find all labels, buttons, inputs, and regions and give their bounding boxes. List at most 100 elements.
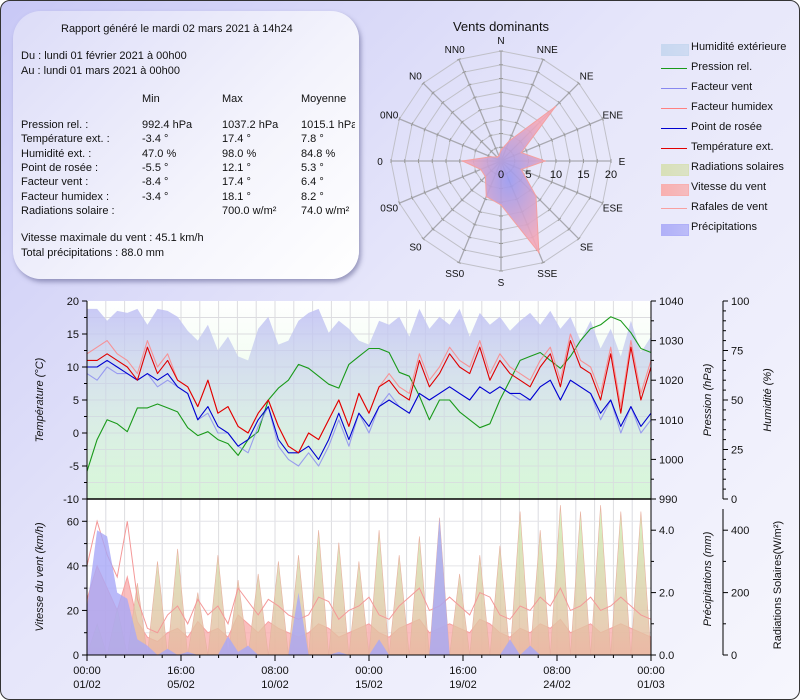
max-wind: Vitesse maximale du vent : 45.1 km/h [21, 232, 204, 244]
wind-rose-chart: Vents dominants N NNE NE ENE E ESE SE SSE S SS0 S0 0… [377, 19, 625, 289]
humidity-tick-label: 25 [731, 445, 743, 457]
rose-tick [601, 116, 604, 121]
rain-tick-label: 0.0 [659, 650, 674, 662]
row-avg: 84.8 % [301, 147, 336, 160]
rose-tick [474, 169, 477, 174]
rain-tick-label: 2.0 [659, 588, 674, 600]
temperature-tick-label: 15 [67, 329, 79, 341]
rose-direction-label: ENE [603, 111, 624, 122]
wind-axis-title: Vitesse du vent (km/h) [34, 522, 46, 632]
wind-tick-label: 40 [67, 561, 79, 573]
legend-swatch [661, 224, 689, 236]
row-avg: 74.0 w/m² [301, 204, 350, 217]
rose-tick [538, 198, 542, 202]
rose-point [484, 175, 487, 178]
x-tick-time: 00:00 [637, 665, 665, 677]
rose-tick [398, 116, 401, 121]
row-max: 700.0 w/m² [222, 204, 277, 217]
legend-line [661, 148, 687, 149]
rose-point [461, 160, 464, 162]
rose-tick [488, 134, 493, 137]
rose-tick [462, 248, 467, 252]
rose-tick [436, 132, 439, 137]
rose-tick [493, 147, 498, 150]
summary-panel: Rapport généré le mardi 02 mars 2021 à 1… [13, 11, 359, 279]
rose-tick [398, 201, 401, 206]
x-tick-date: 05/02 [167, 679, 195, 691]
temperature-tick-label: -5 [69, 461, 79, 473]
rose-tick [509, 134, 514, 137]
rose-direction-label: ESE [603, 203, 623, 214]
rose-point [544, 160, 546, 162]
rose-direction-label: 0S0 [380, 203, 398, 214]
row-label: Point de rosée : [21, 161, 99, 174]
weather-chart: 20151050-5-10104010301020101010009901007… [34, 296, 784, 691]
rose-tick [535, 70, 540, 74]
rose-tick [472, 96, 477, 99]
wind-gust-line [86, 519, 652, 634]
legend-swatch [661, 44, 689, 56]
rose-tick [525, 148, 528, 153]
period-to: Au : lundi 01 mars 2021 à 00h00 [21, 65, 181, 77]
rose-tick [436, 185, 439, 190]
rose-point [490, 155, 492, 158]
rose-tick [479, 139, 484, 144]
rose-point [538, 251, 540, 254]
column-max: Max [222, 93, 243, 105]
solar-radiation-area [86, 505, 652, 657]
rose-tick [550, 180, 554, 185]
rose-r-tick: 15 [577, 169, 589, 181]
x-tick-time: 08:00 [543, 665, 571, 677]
row-label: Radiations solaire : [21, 204, 115, 217]
legend-label: Humidité extérieure [691, 41, 787, 53]
rose-tick [448, 137, 452, 142]
rose-tick [575, 190, 579, 195]
total-rain: Total précipitations : 88.0 mm [21, 247, 165, 259]
rose-tick [563, 185, 566, 190]
legend-label: Précipitations [691, 221, 758, 233]
rose-tick [557, 217, 562, 222]
pressure-tick-label: 1020 [659, 375, 683, 387]
rose-tick [550, 137, 554, 142]
rose-r-tick: 10 [550, 169, 562, 181]
rose-direction-label: NE [580, 71, 594, 82]
row-avg: 1015.1 hPa [301, 119, 355, 131]
rose-tick [514, 121, 519, 125]
column-min: Min [142, 93, 160, 105]
rose-direction-label: 0N0 [380, 111, 399, 122]
rose-point [500, 204, 502, 206]
rain-axis-title: Précipitations (mm) [702, 531, 714, 626]
x-tick-date: 19/02 [449, 679, 477, 691]
legend-line [661, 128, 687, 129]
row-min: 47.0 % [142, 147, 177, 160]
rose-tick [448, 180, 452, 185]
rose-point [479, 168, 482, 171]
legend-label: Pression rel. [691, 61, 753, 73]
rose-point [496, 156, 498, 158]
rose-tick [456, 58, 461, 61]
rose-tick [520, 108, 525, 112]
x-tick-date: 01/03 [637, 679, 665, 691]
rose-point [485, 195, 488, 198]
row-avg: 5.3 ° [301, 161, 324, 174]
rose-tick [421, 237, 425, 241]
rose-tick [460, 120, 464, 124]
rose-tick [474, 148, 477, 153]
rose-tick [461, 143, 465, 148]
rose-tick [470, 188, 474, 192]
rose-tick [440, 100, 445, 105]
column-avg: Moyenne [301, 93, 347, 105]
rose-r-tick: 0 [498, 169, 504, 181]
report-title: Rapport généré le mardi 02 mars 2021 à 1… [61, 23, 293, 35]
x-tick-time: 08:00 [261, 665, 289, 677]
rose-tick [530, 83, 535, 87]
rose-tick [467, 83, 472, 87]
temperature-tick-label: 0 [73, 428, 79, 440]
x-tick-time: 16:00 [449, 665, 477, 677]
solar-tick-label: 0 [731, 650, 737, 662]
rose-point [520, 151, 523, 154]
rose-tick [470, 130, 474, 134]
legend-label: Facteur humidex [691, 101, 773, 113]
rose-tick [537, 143, 541, 148]
rose-tick [421, 81, 425, 85]
